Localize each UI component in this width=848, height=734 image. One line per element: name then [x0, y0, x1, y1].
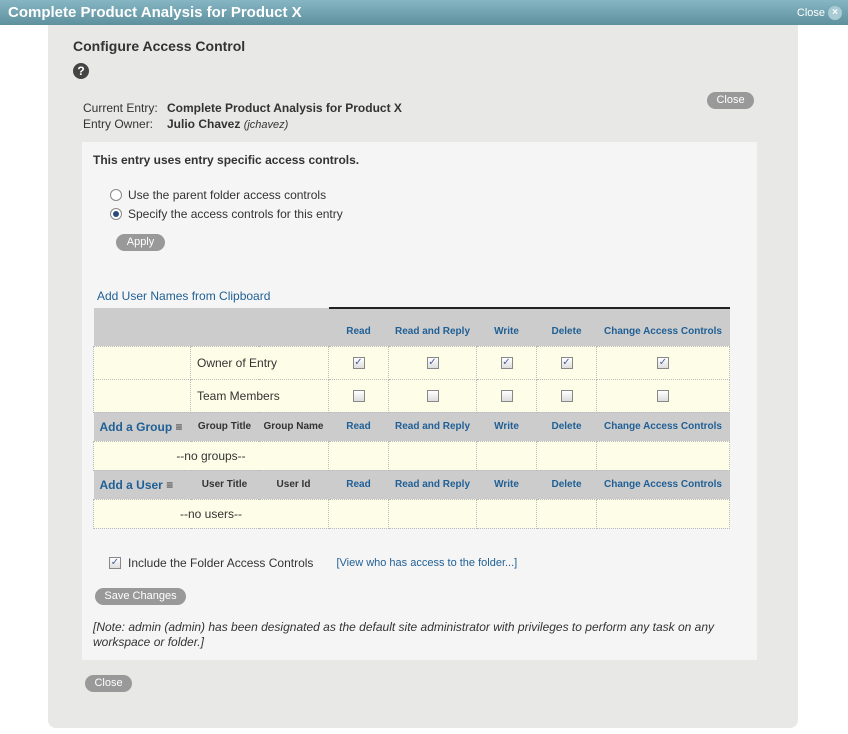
checkbox-write[interactable]: [500, 389, 513, 402]
group-header-row: Add a Group ≡ Group Title Group Name Rea…: [93, 412, 730, 441]
filter-icon[interactable]: ≡: [175, 419, 183, 434]
view-folder-access-link[interactable]: [View who has access to the folder...]: [336, 557, 518, 569]
header-group-name: Group Name: [258, 412, 329, 441]
window-title-bar: Complete Product Analysis for Product X …: [0, 0, 848, 25]
checkbox-change-access[interactable]: ✓: [657, 356, 669, 369]
current-entry-value: Complete Product Analysis for Product X: [167, 101, 402, 115]
header-read-reply: Read and Reply: [388, 412, 477, 441]
include-folder-label: Include the Folder Access Controls: [128, 556, 314, 570]
users-empty-row: --no users--: [93, 498, 730, 529]
radio-specify-entry[interactable]: Specify the access controls for this ent…: [110, 207, 343, 221]
header-user-title: User Title: [190, 470, 259, 499]
include-folder-access[interactable]: ✓ Include the Folder Access Controls [Vi…: [109, 556, 517, 570]
header-change-access: Change Access Controls: [596, 470, 730, 499]
current-entry: Current Entry: Complete Product Analysis …: [83, 101, 402, 115]
close-button-top[interactable]: Close: [707, 92, 754, 109]
header-change-access: Change Access Controls: [596, 307, 730, 346]
close-icon: ×: [828, 6, 842, 20]
entry-owner-label: Entry Owner:: [83, 117, 154, 131]
checkbox-read-reply[interactable]: ✓: [426, 356, 439, 369]
header-read: Read: [328, 307, 389, 346]
header-write: Write: [476, 307, 537, 346]
header-read-reply: Read and Reply: [388, 470, 477, 499]
checkbox-write[interactable]: ✓: [500, 356, 513, 369]
header-read: Read: [328, 412, 389, 441]
no-groups-text: --no groups--: [93, 440, 329, 471]
role-name: Team Members: [190, 378, 329, 413]
close-button-bottom[interactable]: Close: [85, 675, 132, 692]
window-title: Complete Product Analysis for Product X: [8, 4, 302, 21]
radio-label: Use the parent folder access controls: [128, 188, 327, 202]
filter-icon[interactable]: ≡: [166, 477, 174, 492]
radio-button[interactable]: [110, 189, 122, 201]
entry-owner-id: (jchavez): [243, 119, 289, 131]
header-read: Read: [328, 470, 389, 499]
rights-header-row: Read Read and Reply Write Delete Change …: [93, 307, 730, 346]
checkbox-read[interactable]: [352, 389, 365, 402]
access-panel: This entry uses entry specific access co…: [82, 142, 757, 660]
include-folder-checkbox[interactable]: ✓: [109, 557, 121, 569]
user-header-row: Add a User ≡ User Title User Id Read Read…: [93, 470, 730, 499]
role-name: Owner of Entry: [190, 345, 329, 380]
radio-parent-folder[interactable]: Use the parent folder access controls: [110, 188, 326, 202]
window-close-button[interactable]: Close ×: [797, 6, 842, 20]
checkbox-read[interactable]: ✓: [352, 356, 365, 369]
entry-owner: Entry Owner: Julio Chavez (jchavez): [83, 117, 288, 131]
checkbox-delete[interactable]: [560, 389, 573, 402]
no-users-text: --no users--: [93, 498, 329, 529]
role-row-owner: Owner of Entry ✓ ✓ ✓ ✓ ✓: [93, 345, 730, 380]
header-read-reply: Read and Reply: [388, 307, 477, 346]
header-delete: Delete: [536, 470, 597, 499]
add-group-label: Add a Group: [99, 419, 173, 434]
header-change-access: Change Access Controls: [596, 412, 730, 441]
checkbox-delete[interactable]: ✓: [560, 356, 573, 369]
window-close-label: Close: [796, 7, 825, 19]
add-user-label: Add a User: [99, 477, 163, 492]
admin-note: [Note: admin (admin) has been designated…: [93, 620, 714, 649]
header-write: Write: [476, 412, 537, 441]
page-title: Configure Access Control: [73, 38, 246, 54]
header-user-id: User Id: [258, 470, 329, 499]
groups-empty-row: --no groups--: [93, 440, 730, 471]
header-write: Write: [476, 470, 537, 499]
header-delete: Delete: [536, 412, 597, 441]
save-changes-button[interactable]: Save Changes: [95, 588, 186, 605]
access-status: This entry uses entry specific access co…: [93, 153, 360, 167]
checkbox-change-access[interactable]: [657, 389, 669, 402]
header-group-title: Group Title: [190, 412, 259, 441]
header-delete: Delete: [536, 307, 597, 346]
add-from-clipboard-link[interactable]: Add User Names from Clipboard: [97, 289, 271, 303]
entry-owner-value: Julio Chavez: [167, 117, 241, 131]
role-row-team: Team Members: [93, 378, 730, 413]
apply-button[interactable]: Apply: [116, 234, 165, 251]
access-control-dialog: Configure Access Control ? Close Current…: [48, 25, 798, 728]
radio-button[interactable]: [110, 208, 122, 220]
help-icon[interactable]: ?: [73, 63, 89, 79]
radio-label: Specify the access controls for this ent…: [128, 207, 343, 221]
add-group-button[interactable]: Add a Group ≡: [93, 412, 191, 441]
current-entry-label: Current Entry:: [83, 101, 158, 115]
checkbox-read-reply[interactable]: [426, 389, 439, 402]
access-table: Read Read and Reply Write Delete Change …: [93, 307, 730, 529]
add-user-button[interactable]: Add a User ≡: [93, 470, 191, 499]
